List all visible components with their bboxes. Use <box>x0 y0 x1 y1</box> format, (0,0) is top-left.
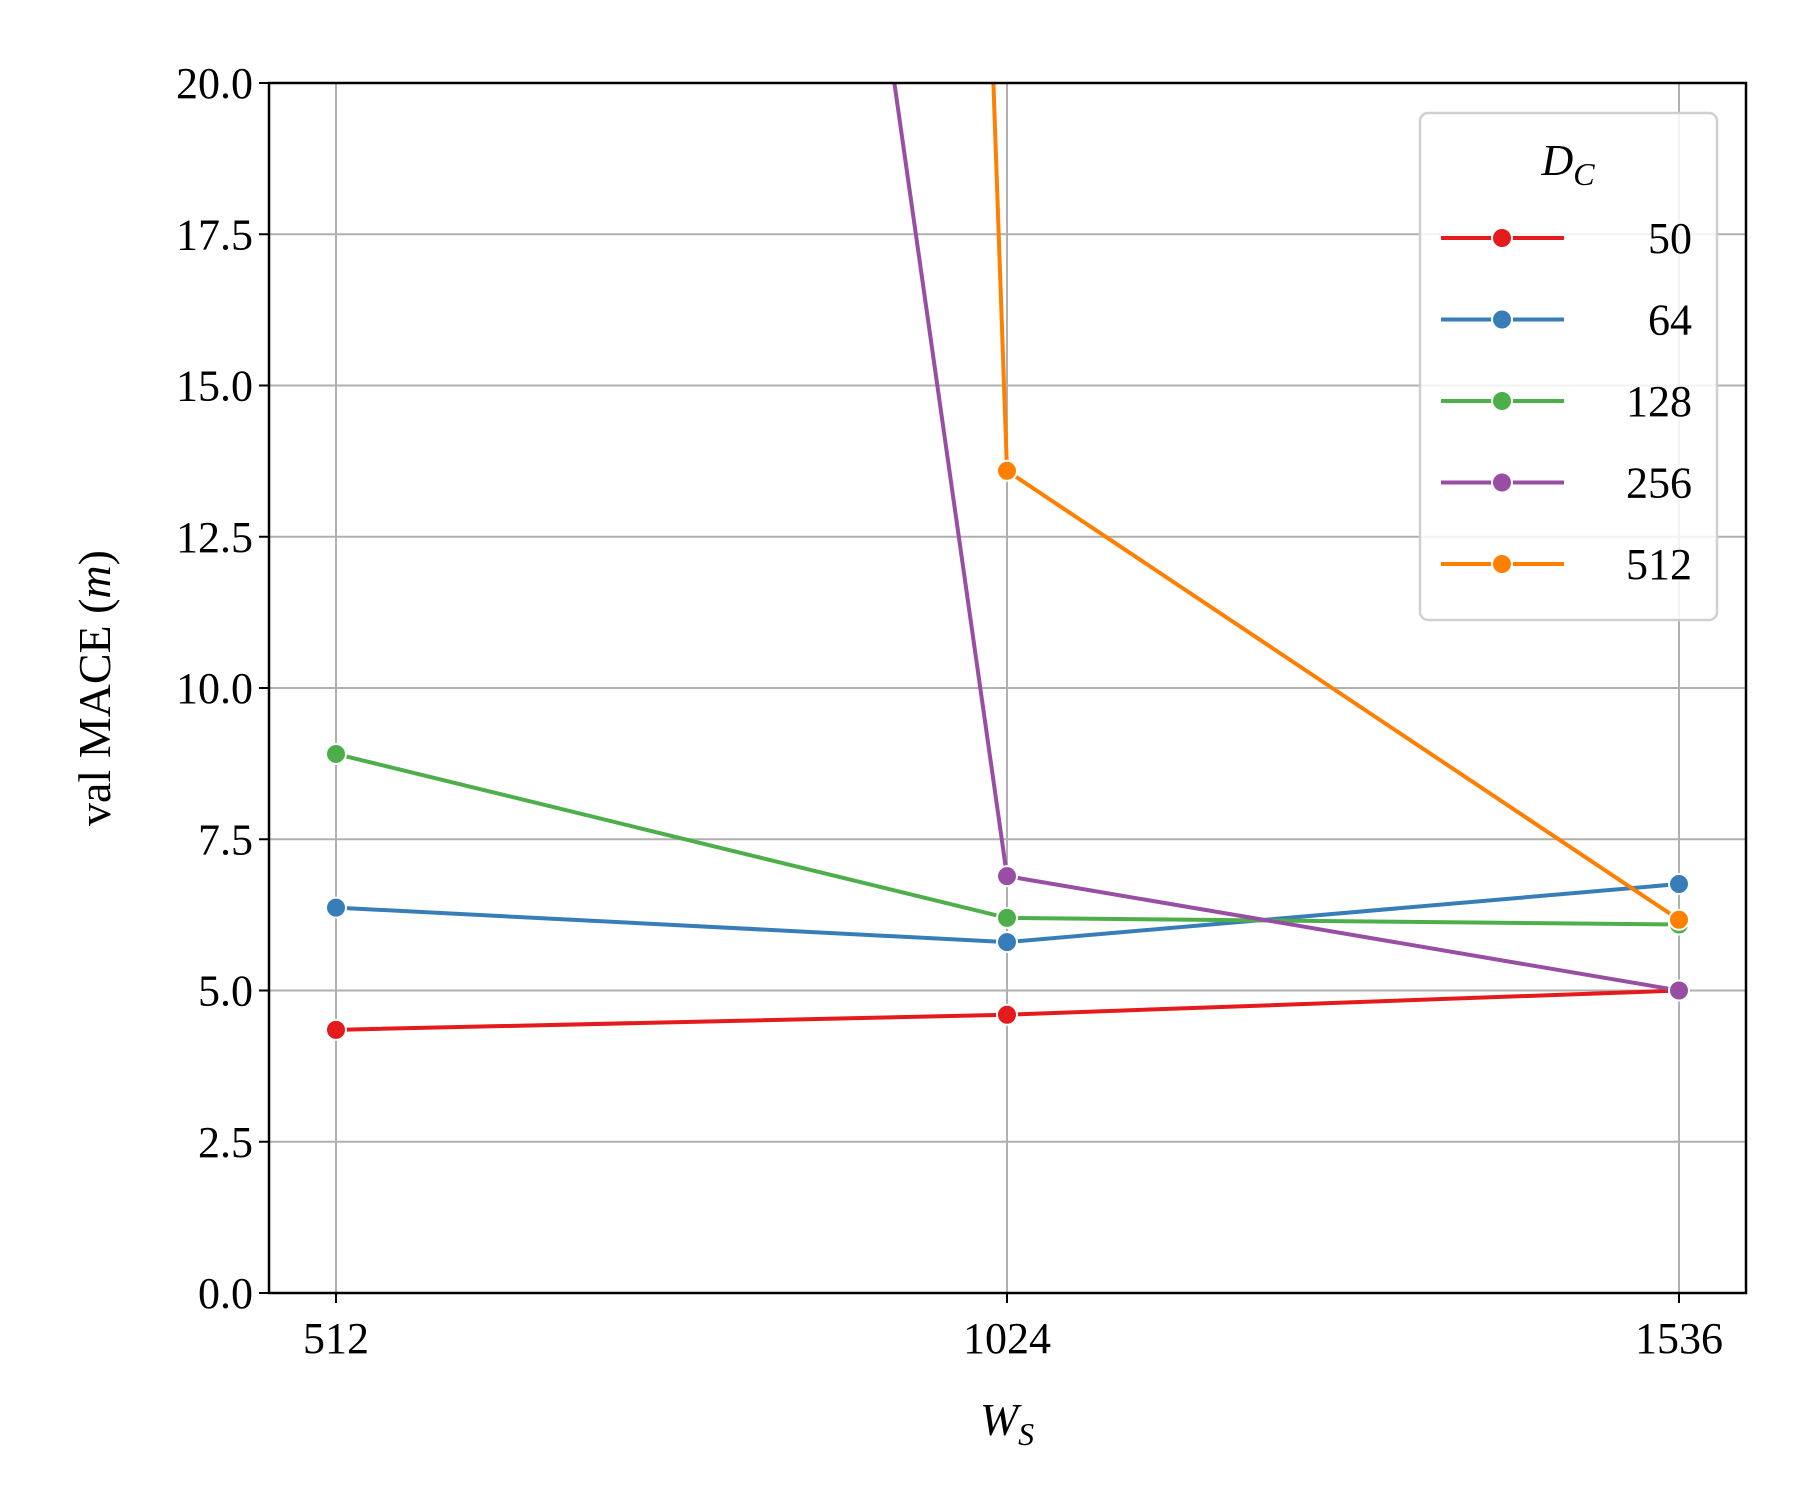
data-point-64 <box>996 931 1018 954</box>
legend-title: DC <box>1540 136 1595 192</box>
x-tick-label: 512 <box>303 1314 369 1363</box>
data-point-256 <box>1668 979 1690 1002</box>
y-tick-label: 2.5 <box>198 1118 253 1167</box>
data-point-50 <box>325 1018 347 1041</box>
data-point-64 <box>1668 873 1690 896</box>
y-axis-label: val MACE (m) <box>69 550 120 826</box>
data-point-256 <box>996 865 1018 888</box>
y-tick-label: 5.0 <box>198 967 253 1016</box>
data-point-512 <box>1668 908 1690 931</box>
y-tick-label: 17.5 <box>176 210 253 259</box>
y-tick-label: 7.5 <box>198 815 253 864</box>
legend-marker-256 <box>1491 471 1513 494</box>
x-tick-label: 1536 <box>1635 1314 1723 1363</box>
legend-marker-512 <box>1491 553 1513 575</box>
legend-label-256: 256 <box>1626 459 1692 508</box>
legend-label-128: 128 <box>1626 377 1692 426</box>
y-tick-label: 20.0 <box>176 59 253 108</box>
data-point-128 <box>325 742 347 765</box>
y-tick-label: 12.5 <box>176 513 253 562</box>
legend-marker-128 <box>1491 390 1513 412</box>
y-tick-label: 15.0 <box>176 362 253 411</box>
legend-label-512: 512 <box>1626 540 1692 589</box>
data-point-64 <box>325 896 347 919</box>
y-tick-label: 0.0 <box>198 1269 253 1318</box>
data-point-128 <box>996 906 1018 929</box>
legend-label-64: 64 <box>1648 296 1692 345</box>
data-point-512 <box>996 459 1018 482</box>
x-axis-label: WS <box>980 1394 1034 1452</box>
series-group <box>325 83 1690 1041</box>
data-point-50 <box>996 1003 1018 1026</box>
legend-marker-50 <box>1491 227 1513 249</box>
y-tick-label: 10.0 <box>176 664 253 713</box>
x-tick-label: 1024 <box>963 1314 1051 1363</box>
legend-label-50: 50 <box>1648 214 1692 263</box>
legend-marker-64 <box>1491 308 1513 331</box>
legend: DC 50 64 128 256 512 <box>1418 111 1719 622</box>
ticks: 512 1024 1536 0.0 2.5 5.0 7.5 10.0 12.5 15.0 17.5 2… <box>176 59 1723 1363</box>
